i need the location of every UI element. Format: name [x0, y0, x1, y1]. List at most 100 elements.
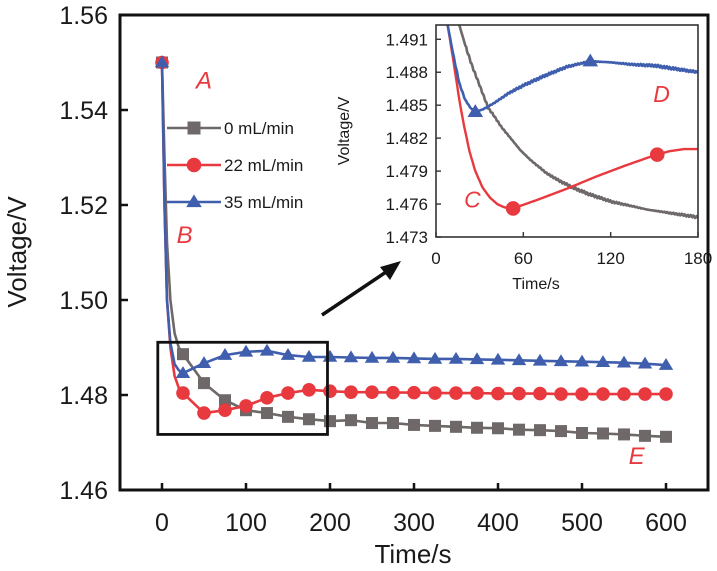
data-point-triangle [553, 354, 569, 367]
data-point-square [303, 413, 315, 426]
annotation-a: A [194, 68, 212, 95]
data-point-circle [302, 382, 316, 397]
inset-x-axis-title: Time/s [512, 276, 559, 293]
data-point-triangle [490, 352, 506, 365]
data-point-circle [239, 399, 253, 413]
legend-marker-circle [186, 157, 202, 173]
data-point-triangle [595, 355, 611, 368]
annotation-b: B [177, 222, 193, 249]
data-point-triangle [280, 348, 296, 360]
data-point-circle [407, 385, 421, 400]
inset-x-tick-label: 120 [596, 249, 624, 268]
legend-marker-triangle [186, 194, 202, 208]
legend-entry: 35 mL/min [167, 193, 303, 212]
inset-frame [435, 24, 699, 238]
inset-y-tick-label: 1.488 [385, 63, 428, 82]
data-point-square [660, 430, 672, 443]
data-point-circle [344, 385, 358, 399]
data-point-triangle [343, 350, 359, 363]
data-point-triangle [469, 352, 485, 365]
inset-y-tick-label: 1.485 [385, 96, 428, 115]
x-tick-label: 400 [477, 509, 519, 537]
data-point-circle [575, 387, 589, 401]
data-point-circle [470, 386, 484, 400]
inset-data-point-triangle [582, 53, 599, 67]
data-point-square [366, 417, 378, 430]
x-axis-title: Time/s [374, 539, 451, 569]
data-point-triangle [154, 55, 170, 68]
zoom-region-box [156, 340, 329, 436]
inset-background [436, 25, 698, 237]
data-point-square [597, 427, 609, 440]
inset-annotation-c: C [464, 186, 481, 212]
x-tick-label: 0 [155, 509, 169, 537]
data-point-triangle [175, 366, 191, 378]
data-point-circle [491, 386, 505, 401]
inset-y-tick-label: 1.482 [385, 129, 428, 148]
y-tick-label: 1.46 [59, 477, 108, 505]
inset-series-line [446, 25, 698, 114]
data-point-triangle [238, 344, 254, 357]
inset-series-35-ml-min [446, 25, 698, 117]
data-point-square [639, 429, 651, 442]
x-tick-label: 100 [225, 509, 267, 537]
inset-annotation-d: D [653, 81, 670, 107]
data-point-circle [386, 385, 400, 400]
data-point-triangle [532, 353, 548, 366]
inset-x-tick-label: 180 [684, 249, 712, 268]
data-point-circle [197, 406, 211, 420]
data-point-circle [554, 387, 568, 401]
x-tick-label: 500 [561, 509, 603, 537]
data-point-circle [281, 386, 295, 400]
legend: 0 mL/min 22 mL/min 35 mL/min [167, 119, 303, 212]
data-point-triangle [301, 349, 317, 362]
y-tick-label: 1.54 [59, 97, 108, 125]
data-point-circle [512, 386, 526, 401]
series-0-ml-min [156, 56, 672, 443]
inset-data-point-triangle [467, 104, 484, 117]
data-point-square [408, 418, 420, 431]
y-tick-label: 1.56 [59, 2, 108, 30]
data-point-square [282, 410, 294, 423]
data-point-square [177, 348, 189, 361]
zoom-arrow [321, 261, 401, 317]
data-point-square [576, 427, 588, 439]
data-point-triangle [637, 356, 653, 369]
annotation-e: E [629, 443, 646, 470]
data-point-square [534, 424, 546, 437]
data-point-square [324, 415, 336, 428]
inset-y-axis-title: Voltage/V [336, 96, 353, 165]
legend-marker-square [187, 121, 201, 135]
data-point-triangle [364, 350, 380, 363]
inset-data-point-circle [505, 201, 521, 216]
data-point-square [387, 417, 399, 430]
data-point-triangle [616, 355, 632, 368]
data-point-circle [638, 387, 652, 401]
x-tick-label: 300 [393, 509, 435, 537]
data-point-square [345, 414, 357, 427]
data-point-triangle [427, 351, 443, 364]
y-tick-label: 1.52 [59, 192, 108, 220]
data-point-circle [218, 403, 232, 418]
inset-y-tick-label: 1.491 [385, 30, 428, 49]
data-point-circle [617, 387, 631, 401]
legend-entry: 0 mL/min [167, 119, 294, 138]
data-point-triangle [406, 351, 422, 364]
data-point-square [555, 425, 567, 438]
legend-entry: 22 mL/min [167, 156, 303, 175]
inset-series-0-ml-min [458, 25, 698, 220]
legend-label: 35 mL/min [224, 193, 303, 212]
y-axis-title: Voltage/V [2, 196, 32, 308]
data-point-square [219, 394, 231, 407]
data-point-triangle [448, 351, 464, 364]
data-point-circle [449, 386, 463, 400]
data-point-circle [176, 386, 190, 400]
inset-y-tick-label: 1.476 [385, 195, 428, 214]
inset-x-tick-label: 0 [431, 249, 440, 268]
data-point-square [261, 407, 273, 420]
data-point-square [471, 421, 483, 434]
data-point-triangle [574, 354, 590, 367]
data-point-square [429, 419, 441, 432]
